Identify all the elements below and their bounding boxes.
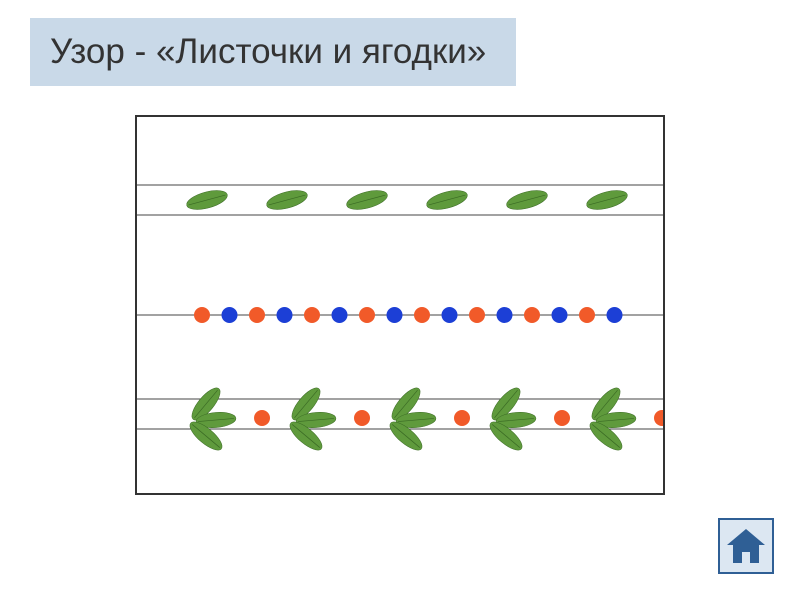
pattern-svg [137,117,663,493]
title-text: Узор - «Листочки и ягодки» [50,32,486,71]
home-icon [717,517,775,575]
page-title: Узор - «Листочки и ягодки» [30,18,516,86]
pattern-canvas [135,115,665,495]
home-button[interactable] [717,517,775,575]
